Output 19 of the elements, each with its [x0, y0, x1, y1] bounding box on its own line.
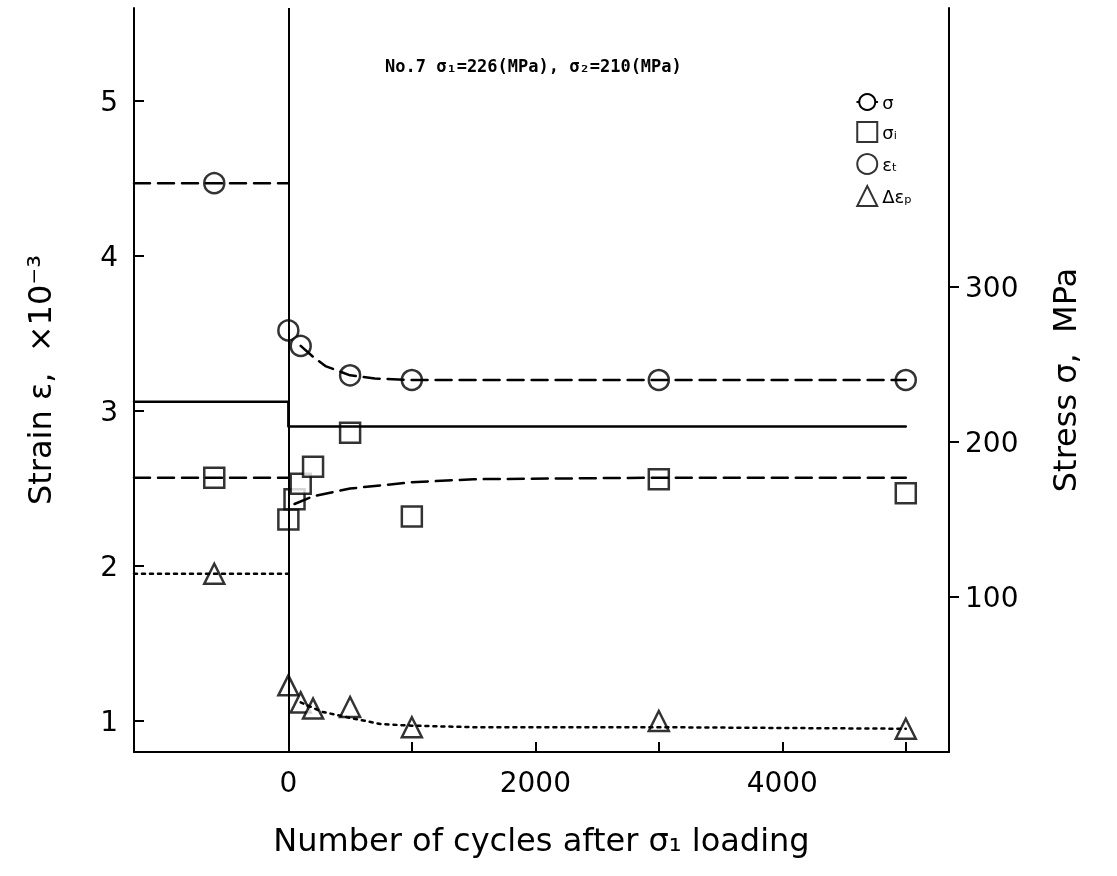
- y2-tick-label: 300: [965, 270, 1019, 304]
- y-tick-label: 2: [100, 549, 118, 583]
- legend-label: εₜ: [882, 153, 898, 175]
- legend-label: Δεₚ: [882, 185, 913, 207]
- y-tick-label: 5: [100, 84, 118, 118]
- y2-axis-title: Stress σ, MPa: [1046, 267, 1084, 493]
- y-tick-label: 4: [100, 239, 118, 273]
- x-tick-label: 4000: [746, 765, 818, 799]
- x-axis-title: Number of cycles after σ₁ loading: [273, 821, 810, 859]
- legend-label: σ: [882, 91, 894, 113]
- x-tick-label: 0: [279, 765, 298, 799]
- legend-label: σᵢ: [882, 121, 897, 143]
- y-tick-label: 1: [100, 704, 118, 738]
- y2-tick-label: 100: [965, 580, 1019, 614]
- y2-tick-label: 200: [965, 425, 1019, 459]
- y-tick-label: 3: [100, 394, 118, 428]
- y-axis-title: Strain ε, ×10⁻³: [21, 254, 59, 506]
- x-tick-label: 2000: [499, 765, 571, 799]
- text: No.7 σ₁=226(MPa), σ₂=210(MPa): [385, 55, 682, 76]
